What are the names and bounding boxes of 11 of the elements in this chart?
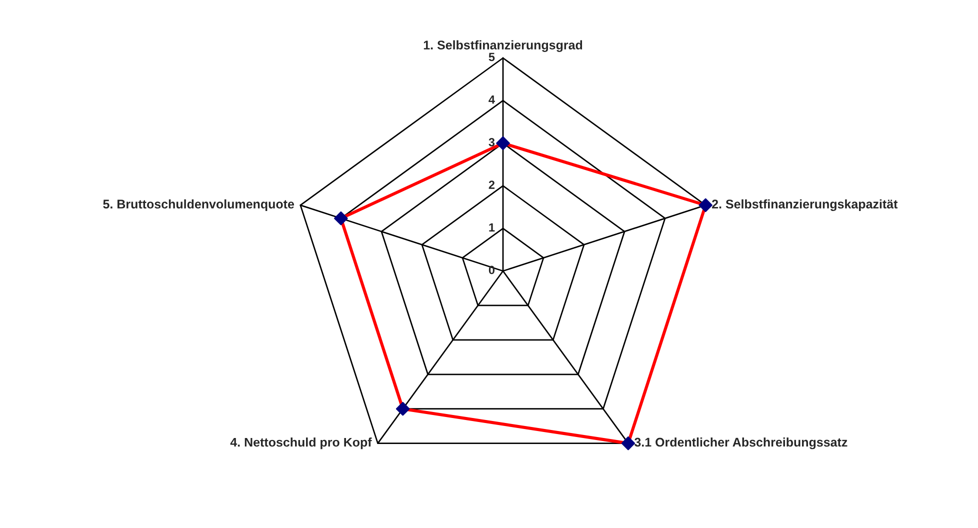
spoke-label: 1. Selbstfinanzierungsgrad xyxy=(424,40,582,52)
spoke-label: 3.1 Ordentlicher Abschreibungssatz xyxy=(634,437,848,450)
y-tick-label: 5 xyxy=(488,52,495,62)
spoke-label: 4. Nettoschuld pro Kopf xyxy=(230,437,372,450)
y-tick-label: 3 xyxy=(488,138,495,146)
spoke-label: 2. Selbstfinanzierungskapazität xyxy=(712,199,898,212)
spoke-label: 5. Bruttoschuldenvolumenquote xyxy=(103,199,294,212)
y-tick-label: 2 xyxy=(488,180,495,189)
y-tick-label: 1 xyxy=(489,223,495,232)
y-tick-label: 0 xyxy=(488,266,495,274)
y-tick-label: 4 xyxy=(488,96,495,104)
